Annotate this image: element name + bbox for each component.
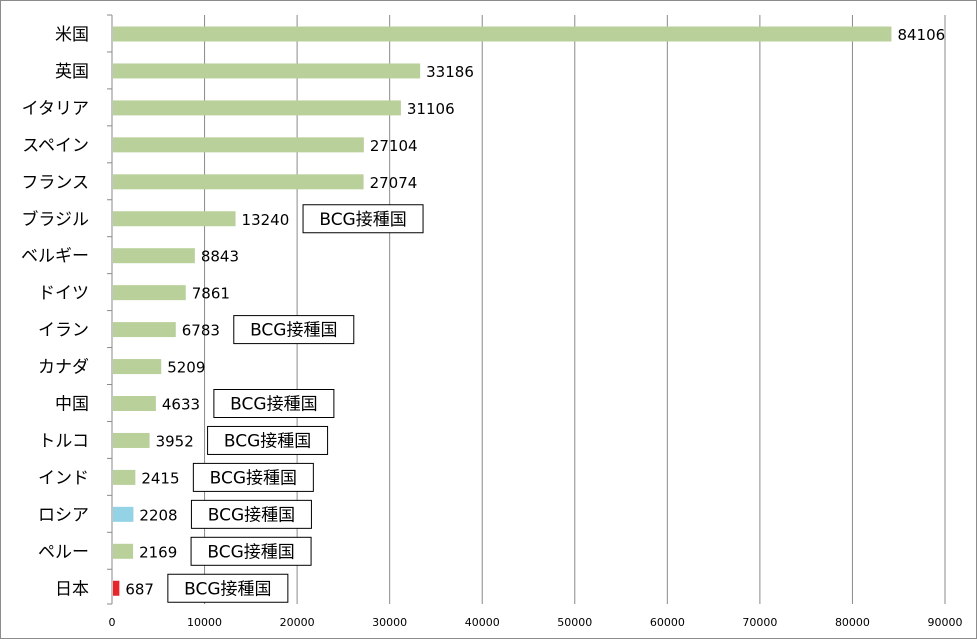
category-label: イラン <box>38 321 89 341</box>
bar <box>113 506 134 522</box>
category-label: 英国 <box>55 62 89 82</box>
bar <box>113 100 401 116</box>
annotation-box <box>190 536 312 566</box>
data-label: 8843 <box>201 248 239 266</box>
y-axis <box>107 14 113 605</box>
data-label: 13240 <box>242 211 290 229</box>
x-tick-label: 90000 <box>928 616 963 629</box>
annotation-box <box>192 462 314 492</box>
annotation-box <box>233 315 355 345</box>
bar <box>113 174 364 190</box>
category-label: ベルギー <box>21 247 89 267</box>
category-label: 日本 <box>55 579 89 599</box>
bar <box>113 543 134 559</box>
category-label: ペルー <box>38 542 89 562</box>
data-label: 687 <box>125 580 154 598</box>
data-label: 31106 <box>407 100 455 118</box>
bar <box>113 211 236 227</box>
x-tick-label: 80000 <box>835 616 870 629</box>
bar <box>113 322 176 338</box>
annotation-box <box>213 389 335 418</box>
annotation-box <box>190 499 312 529</box>
data-label: 2169 <box>139 543 177 561</box>
bar <box>113 396 156 411</box>
annotation-box <box>302 204 424 234</box>
x-tick-label: 10000 <box>187 616 222 629</box>
annotation-label: BCG接種国 <box>184 579 271 599</box>
x-tick-label: 70000 <box>742 616 777 629</box>
annotation-label: BCG接種国 <box>230 395 317 415</box>
annotation-label: BCG接種国 <box>210 468 297 488</box>
bar <box>113 285 186 301</box>
data-label: 2208 <box>139 506 177 524</box>
category-label: 中国 <box>55 395 89 415</box>
data-labels: 84106 33186 31106 27104 27074 13240 8843 7861 67… <box>125 26 945 598</box>
category-label: ドイツ <box>38 284 89 304</box>
x-tick-label: 30000 <box>372 616 407 629</box>
bar <box>113 580 120 596</box>
category-labels: 米国英国イタリアスペインフランスブラジルベルギードイツイランカナダ中国トルコイン… <box>21 25 89 599</box>
category-label: 米国 <box>55 25 89 45</box>
category-label: インド <box>38 468 89 488</box>
data-label: 6783 <box>182 322 220 340</box>
x-tick-label: 0 <box>109 616 116 629</box>
category-label: ブラジル <box>21 209 89 230</box>
bar <box>113 137 364 153</box>
annotation-label: BCG接種国 <box>224 431 311 451</box>
data-label: 5209 <box>167 359 205 377</box>
category-label: フランス <box>21 173 89 193</box>
data-label: 4633 <box>162 396 200 414</box>
annotation-label: BCG接種国 <box>208 505 295 525</box>
bars <box>113 26 892 596</box>
annotation-box <box>207 425 329 455</box>
annotations: BCG接種国 BCG接種国 BCG接種国 BCG接種国 BCG接種国 BCG接種国 BCG接… <box>167 204 424 603</box>
data-label: 2415 <box>141 469 179 487</box>
bar <box>113 432 150 448</box>
category-label: イタリア <box>22 99 89 119</box>
x-tick-label: 20000 <box>280 616 315 629</box>
x-tick-label: 60000 <box>650 616 685 629</box>
data-label: 27074 <box>370 174 418 192</box>
category-label: トルコ <box>38 431 89 451</box>
bar <box>113 248 195 264</box>
annotation-label: BCG接種国 <box>250 321 337 341</box>
data-label: 27104 <box>370 137 418 155</box>
x-tick-label: 50000 <box>557 616 592 629</box>
bar <box>113 26 892 42</box>
annotation-label: BCG接種国 <box>319 210 406 230</box>
data-label: 84106 <box>897 26 945 44</box>
data-label: 33186 <box>426 63 474 81</box>
bar <box>113 359 162 375</box>
category-label: スペイン <box>22 136 89 156</box>
x-tick-label: 40000 <box>465 616 500 629</box>
annotation-box <box>167 573 289 603</box>
data-label: 7861 <box>192 285 230 303</box>
data-label: 3952 <box>156 432 194 450</box>
bar <box>113 469 136 485</box>
annotation-label: BCG接種国 <box>207 542 294 562</box>
bar <box>113 63 421 79</box>
category-label: カナダ <box>38 358 89 378</box>
x-tick-labels: 0 10000 20000 30000 40000 50000 60000 70000 8000… <box>109 616 963 629</box>
category-label: ロシア <box>38 505 89 525</box>
